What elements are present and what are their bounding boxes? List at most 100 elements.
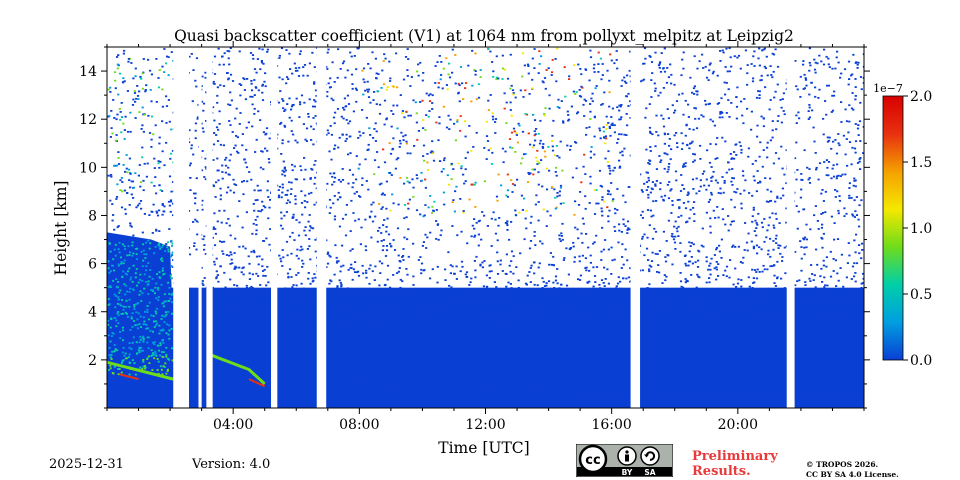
noise-pixel [132,77,135,80]
noise-pixel [842,134,845,137]
noise-pixel [615,293,618,295]
noise-pixel [716,74,719,77]
noise-pixel [489,309,492,312]
noise-pixel [585,233,588,235]
speckle-pixel [125,284,128,287]
noise-pixel [143,113,146,116]
noise-pixel [268,161,271,164]
noise-pixel [312,143,315,146]
sa-share-alike-icon [640,446,660,466]
noise-pixel [811,273,814,275]
noise-pixel [143,162,146,165]
noise-pixel [168,204,171,207]
noise-pixel [230,253,233,256]
noise-pixel [722,274,725,276]
noise-pixel [410,298,413,301]
noise-pixel [803,149,806,152]
speckle-pixel [153,326,156,328]
noise-pixel [862,277,864,280]
noise-pixel [752,77,755,80]
noise-pixel [405,142,409,145]
noise-pixel [201,150,204,152]
noise-pixel [251,103,254,106]
noise-pixel [310,191,313,194]
noise-pixel [496,321,499,324]
speckle-pixel [158,244,161,247]
noise-pixel [153,167,156,169]
noise-pixel [283,166,286,169]
noise-pixel [245,287,249,289]
speckle-pixel [154,292,156,295]
speckle-pixel [114,317,117,319]
speckle-pixel [139,338,142,341]
noise-pixel [286,76,289,78]
speckle-pixel [117,296,120,298]
noise-pixel [802,237,805,240]
speckle-pixel [107,319,109,322]
noise-pixel [771,52,774,55]
noise-pixel [785,82,788,85]
noise-pixel [401,312,404,315]
noise-pixel [506,292,509,295]
noise-pixel [137,98,140,100]
noise-pixel [382,245,385,247]
noise-pixel [857,124,860,126]
noise-pixel [195,248,198,251]
cc-by-sa-badge[interactable]: cc BY SA [576,444,673,477]
noise-pixel [328,212,331,214]
noise-pixel [291,295,294,298]
noise-pixel [120,177,123,179]
noise-pixel [562,202,565,204]
noise-pixel [441,87,444,90]
noise-pixel [228,50,231,53]
noise-pixel [468,125,471,127]
noise-pixel [161,88,164,91]
noise-pixel [735,105,739,108]
noise-pixel [262,274,265,277]
noise-pixel [559,240,562,242]
noise-pixel [835,152,839,155]
noise-pixel [543,285,547,287]
speckle-pixel [132,289,135,291]
noise-pixel [375,130,378,133]
speckle-pixel [120,313,123,315]
noise-pixel [352,110,355,113]
noise-pixel [355,178,358,181]
noise-pixel [256,184,259,187]
noise-pixel [854,123,857,125]
noise-pixel [195,312,199,315]
noise-pixel [545,188,549,191]
noise-pixel [242,245,245,248]
noise-pixel [311,51,314,54]
noise-pixel [755,222,758,224]
noise-pixel [707,184,710,187]
noise-pixel [255,224,258,226]
speckle-pixel [107,304,110,306]
speckle-pixel [154,246,157,248]
noise-pixel [326,129,329,132]
noise-pixel [329,279,332,282]
noise-pixel [472,290,475,292]
noise-pixel [623,147,626,150]
speckle-pixel [115,325,118,328]
noise-pixel [234,184,238,186]
noise-pixel [545,292,548,295]
noise-pixel [269,315,272,318]
speckle-pixel [120,304,123,307]
noise-pixel [194,197,197,199]
speckle-pixel [113,269,115,272]
noise-pixel [399,278,402,281]
noise-pixel [495,78,498,81]
noise-pixel [777,115,780,117]
speckle-pixel [117,311,120,313]
noise-pixel [527,72,530,75]
noise-pixel [264,275,267,277]
noise-pixel [240,84,243,86]
noise-pixel [584,207,587,210]
noise-pixel [675,227,678,230]
noise-pixel [217,280,220,283]
speckle-pixel [131,254,134,257]
noise-pixel [408,311,411,313]
noise-pixel [438,302,441,304]
noise-pixel [262,306,265,309]
